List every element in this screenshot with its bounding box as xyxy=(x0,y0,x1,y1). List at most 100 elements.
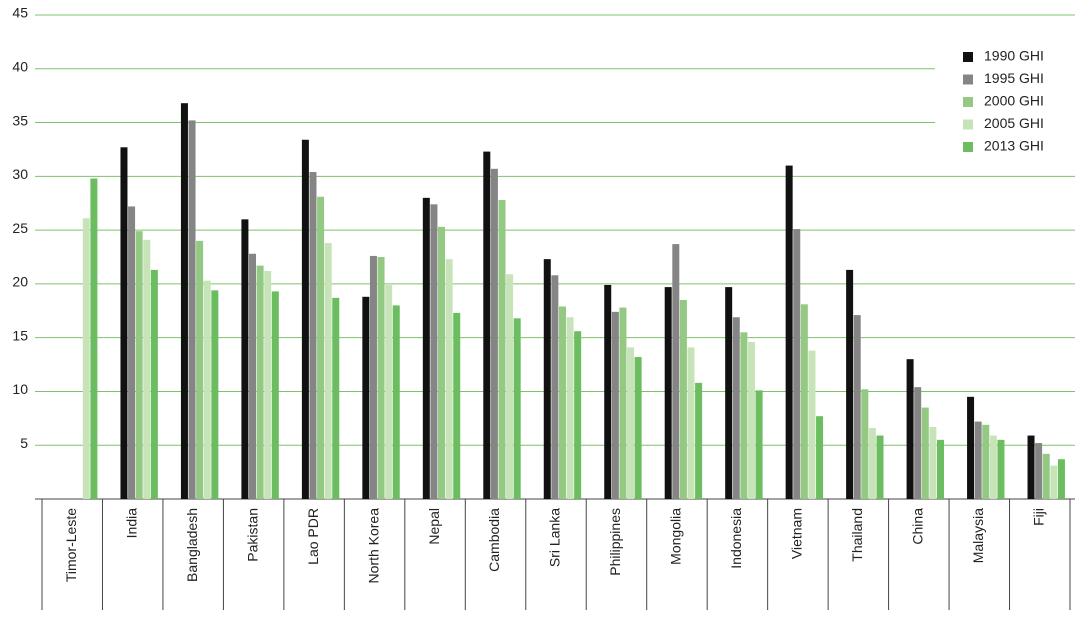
bar xyxy=(936,439,944,499)
bar xyxy=(438,226,446,499)
legend-label: 1995 GHI xyxy=(984,70,1044,86)
bar xyxy=(143,239,151,499)
x-tick-label: Pakistan xyxy=(244,508,260,562)
bar xyxy=(317,196,325,499)
x-tick-label: Lao PDR xyxy=(305,508,321,565)
bar xyxy=(861,389,869,499)
bar xyxy=(256,265,264,499)
x-tick-label: Malaysia xyxy=(970,508,986,563)
bar xyxy=(566,317,574,499)
legend-background xyxy=(935,42,1075,162)
bar xyxy=(695,382,703,499)
bar xyxy=(120,147,128,499)
bar xyxy=(196,240,204,499)
x-tick-label: North Korea xyxy=(365,508,381,584)
y-tick-label: 35 xyxy=(12,112,28,128)
bar xyxy=(506,274,514,499)
bar xyxy=(921,407,929,499)
bar xyxy=(558,306,566,499)
legend-swatch xyxy=(963,97,973,107)
bar xyxy=(679,300,687,499)
legend-label: 1990 GHI xyxy=(984,48,1044,64)
bar xyxy=(203,280,211,499)
x-tick-label: Philippines xyxy=(607,508,623,576)
x-tick-label: Indonesia xyxy=(728,508,744,569)
bar xyxy=(369,255,377,499)
x-tick-label: Nepal xyxy=(426,508,442,545)
x-tick-label: Thailand xyxy=(849,508,865,562)
legend-swatch xyxy=(963,142,973,152)
bar xyxy=(989,435,997,499)
bar xyxy=(664,287,672,499)
bar xyxy=(453,312,461,499)
y-tick-label: 45 xyxy=(12,5,28,21)
x-tick-label: China xyxy=(910,508,926,545)
legend-swatch xyxy=(963,119,973,130)
bar xyxy=(816,416,824,499)
bar xyxy=(868,428,876,499)
bar xyxy=(800,304,808,499)
bar xyxy=(445,259,453,499)
bar xyxy=(264,270,272,499)
bar xyxy=(324,243,332,499)
bar xyxy=(997,439,1005,499)
bar xyxy=(422,197,430,499)
legend-label: 2000 GHI xyxy=(984,93,1044,109)
bar xyxy=(128,206,136,499)
x-tick-label: Bangladesh xyxy=(184,508,200,582)
bar xyxy=(551,275,559,499)
bar xyxy=(876,435,884,499)
y-tick-label: 25 xyxy=(12,220,28,236)
bar xyxy=(846,269,854,499)
bar xyxy=(914,387,922,499)
bar xyxy=(967,396,975,499)
bar xyxy=(150,269,158,499)
bar xyxy=(672,244,680,499)
bar xyxy=(483,151,491,499)
bar xyxy=(747,341,755,499)
bar xyxy=(490,168,498,499)
x-tick-label: Fiji xyxy=(1030,508,1046,526)
bar xyxy=(1027,435,1035,499)
y-tick-label: 30 xyxy=(12,166,28,182)
y-tick-label: 15 xyxy=(12,327,28,343)
bar xyxy=(332,297,340,499)
bar xyxy=(634,357,642,499)
bar xyxy=(301,139,309,499)
bar xyxy=(135,231,143,500)
x-tick-label: Sri Lanka xyxy=(547,508,563,567)
bar xyxy=(180,103,188,499)
bar xyxy=(271,291,279,499)
bar xyxy=(362,296,370,499)
bar xyxy=(627,347,635,499)
bar xyxy=(785,165,793,500)
bar xyxy=(808,350,816,499)
bar xyxy=(619,307,627,499)
bar xyxy=(188,120,196,499)
bar xyxy=(853,315,861,499)
bar xyxy=(1042,453,1050,499)
bar xyxy=(498,199,506,500)
bar xyxy=(611,311,619,499)
bar xyxy=(740,332,748,499)
bar xyxy=(982,424,990,499)
bar xyxy=(241,219,249,499)
bar xyxy=(82,218,90,499)
y-tick-label: 5 xyxy=(20,435,28,451)
x-tick-label: Vietnam xyxy=(789,508,805,559)
legend-swatch xyxy=(963,74,973,85)
legend-swatch xyxy=(963,52,973,62)
bar xyxy=(974,421,982,499)
bar xyxy=(725,287,733,499)
bar xyxy=(90,178,98,500)
bar xyxy=(1057,459,1065,499)
bar xyxy=(309,172,317,499)
bar xyxy=(755,390,763,499)
bar xyxy=(543,259,551,499)
bar xyxy=(732,317,740,499)
y-tick-label: 20 xyxy=(12,274,28,290)
legend-label: 2005 GHI xyxy=(984,115,1044,131)
bar xyxy=(929,426,937,499)
bar xyxy=(574,331,582,499)
